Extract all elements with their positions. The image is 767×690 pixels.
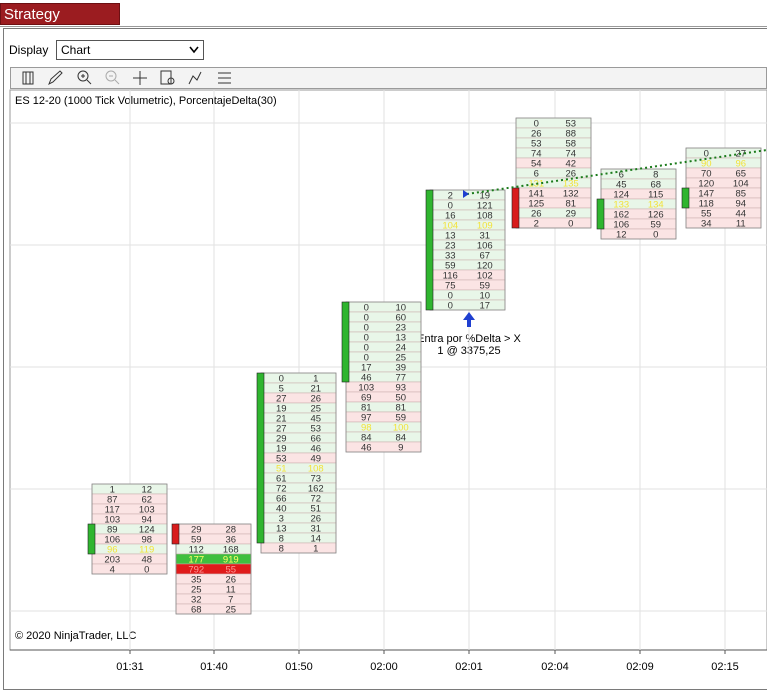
panel [3,28,767,690]
tab-bar: Strategy Analyzer [0,0,767,45]
bars-icon[interactable] [22,71,34,85]
tab[interactable]: Strategy Analyzer [0,3,120,45]
dropdown-arrow [189,46,199,54]
select-value: Chart [61,43,91,57]
list-icon[interactable] [218,72,231,84]
zoom-in-icon[interactable] [77,70,92,85]
toolbar-icons [22,70,231,86]
drawing-icon[interactable] [188,71,202,85]
crosshair-icon[interactable] [133,71,147,85]
display-label: Display [9,43,49,57]
zoom-out-icon[interactable] [105,70,120,85]
properties-icon[interactable] [160,70,175,85]
pencil-icon[interactable] [48,70,63,86]
toolbar [10,67,767,89]
display-select[interactable]: Chart [56,40,204,60]
